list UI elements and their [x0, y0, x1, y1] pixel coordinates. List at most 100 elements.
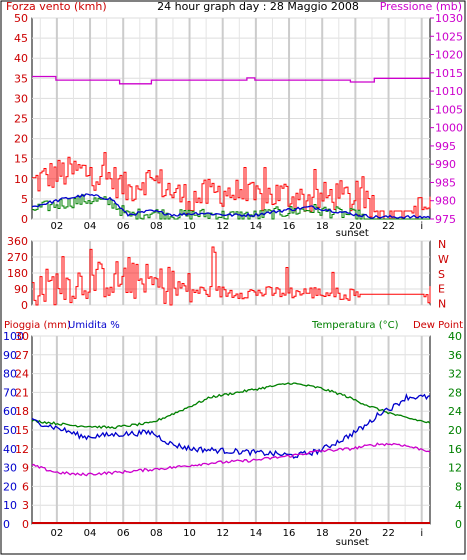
wind-speed-tick: 30	[14, 92, 28, 105]
wind-speed-tick: 40	[14, 52, 28, 65]
wind-speed-tick: 20	[14, 133, 28, 146]
humidity-tick: 6	[22, 480, 29, 493]
wind-pressure-panel: 0510152025303540455097598098599099510001…	[14, 12, 463, 239]
pressure-tick: 1000	[435, 122, 463, 135]
sunset-label: sunset	[336, 228, 369, 239]
rain-tick: 60	[3, 405, 17, 418]
temperature-tick: 32	[448, 368, 462, 381]
rain-tick: 10	[3, 499, 17, 512]
wind-speed-tick: 25	[14, 113, 28, 126]
x-tick-label: 12	[216, 528, 229, 539]
humidity-tick: 12	[15, 443, 29, 456]
wind-speed-tick: 45	[14, 32, 28, 45]
temperature-tick: 0	[455, 518, 462, 531]
x-tick-label: 20	[349, 221, 362, 232]
temperature-tick: 16	[448, 443, 462, 456]
humidity-tick: 24	[15, 368, 29, 381]
direction-tick: 90	[14, 283, 28, 296]
rain-tick: 20	[3, 480, 17, 493]
compass-label: S	[438, 268, 445, 281]
x-tick-label: 18	[316, 221, 329, 232]
x-tick-label: 12	[216, 221, 229, 232]
pressure-tick: 1010	[435, 85, 463, 98]
wind-speed-tick: 50	[14, 12, 28, 25]
humidity-tick: 15	[15, 424, 29, 437]
temperature-tick: 8	[455, 480, 462, 493]
x-tick-label: 18	[316, 528, 329, 539]
x-tick-label: i	[420, 221, 423, 232]
humidity-tick: 30	[15, 330, 29, 343]
compass-label: N	[438, 298, 446, 311]
pressure-tick: 990	[435, 158, 456, 171]
wind-speed-tick: 15	[14, 153, 28, 166]
x-tick-label: 10	[183, 528, 196, 539]
pressure-line	[32, 75, 430, 85]
rain-tick: 80	[3, 368, 17, 381]
x-tick-label: 04	[84, 221, 97, 232]
temperature-tick: 40	[448, 330, 462, 343]
graph-title: 24 hour graph day : 28 Maggio 2008	[157, 0, 359, 13]
x-tick-label: 10	[183, 221, 196, 232]
wind-gust-line	[32, 152, 431, 220]
pressure-tick: 1005	[435, 103, 463, 116]
rain-tick: 70	[3, 386, 17, 399]
pressure-tick: 1030	[435, 12, 463, 25]
x-tick-label: 06	[117, 221, 130, 232]
temperature-tick: 4	[455, 499, 462, 512]
humidity-tick: 21	[15, 386, 29, 399]
wind-speed-tick: 5	[21, 193, 28, 206]
temperature-tick: 12	[448, 462, 462, 475]
wind-speed-tick: 10	[14, 173, 28, 186]
compass-label: N	[438, 238, 446, 251]
humidity-tick: 27	[15, 349, 29, 362]
direction-tick: 270	[7, 251, 28, 264]
rain-tick: 0	[3, 518, 10, 531]
x-tick-label: 22	[382, 528, 395, 539]
direction-tick: 180	[7, 267, 28, 280]
x-tick-label: 14	[250, 528, 263, 539]
pressure-tick: 975	[435, 213, 456, 226]
direction-tick: 360	[7, 235, 28, 248]
x-tick-label: 06	[117, 528, 130, 539]
humidity-tick: 3	[22, 499, 29, 512]
dewpoint-axis-title: Dew Point	[413, 320, 463, 331]
dewpoint-line	[31, 442, 431, 477]
pressure-tick: 995	[435, 140, 456, 153]
rain-axis-title: Pioggia (mm)	[4, 320, 71, 331]
humidity-tick: 18	[15, 405, 29, 418]
pressure-tick: 1015	[435, 67, 463, 80]
pressure-axis-title: Pressione (mb)	[380, 0, 462, 13]
rain-tick: 30	[3, 462, 17, 475]
temperature-tick: 28	[448, 386, 462, 399]
x-tick-label: 16	[283, 528, 296, 539]
pressure-tick: 1025	[435, 30, 463, 43]
pressure-tick: 1020	[435, 49, 463, 62]
x-tick-label: 04	[84, 528, 97, 539]
x-tick-label: 08	[150, 528, 163, 539]
temperature-tick: 20	[448, 424, 462, 437]
temperature-tick: 24	[448, 405, 462, 418]
wind-avg-blue-line	[31, 193, 431, 220]
rain-tick: 90	[3, 349, 17, 362]
wind-direction-line	[32, 246, 431, 306]
wind-speed-tick: 35	[14, 72, 28, 85]
x-tick-label: 08	[150, 221, 163, 232]
compass-label: E	[438, 283, 445, 296]
humidity-line	[31, 392, 431, 459]
temperature-line	[31, 382, 431, 430]
x-tick-label: 02	[51, 221, 64, 232]
humidity-axis-title: Umidita %	[68, 320, 120, 331]
x-tick-label: 20	[349, 528, 362, 539]
humidity-tick: 9	[22, 462, 29, 475]
x-tick-label: 02	[51, 528, 64, 539]
temperature-tick: 36	[448, 349, 462, 362]
pressure-tick: 985	[435, 176, 456, 189]
compass-label: W	[438, 253, 449, 266]
pressure-tick: 980	[435, 195, 456, 208]
sunset-label: sunset	[336, 537, 369, 548]
x-tick-label: 22	[382, 221, 395, 232]
